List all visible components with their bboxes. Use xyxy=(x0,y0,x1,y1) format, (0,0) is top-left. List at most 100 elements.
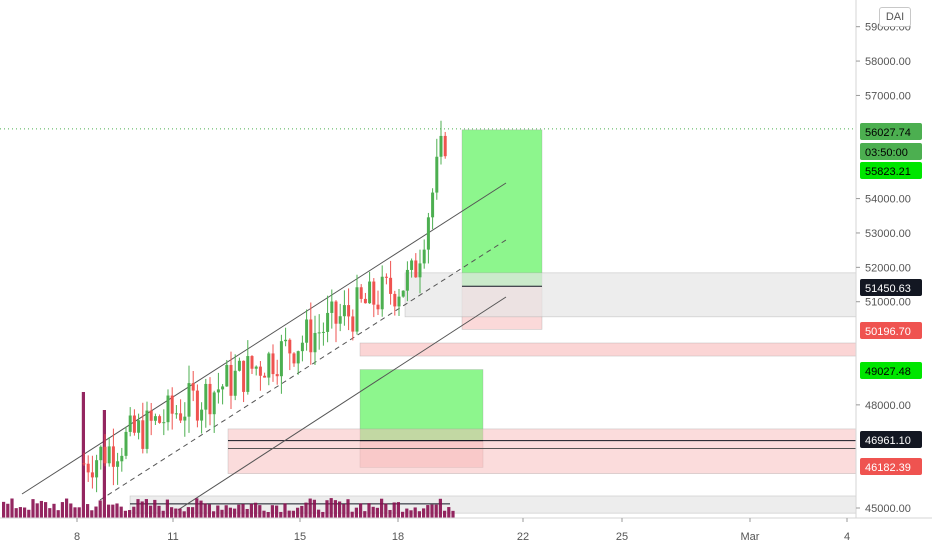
volume-bar xyxy=(207,504,211,518)
candle-body xyxy=(254,366,258,369)
price-tick-label: 53000.00 xyxy=(865,228,911,240)
volume-bar xyxy=(60,502,64,518)
price-label-box xyxy=(860,162,922,179)
time-tick-label: 11 xyxy=(167,531,178,543)
volume-bar xyxy=(69,503,73,518)
time-tick-label: Mar xyxy=(741,531,760,543)
candle-body xyxy=(229,364,233,396)
candle-body xyxy=(279,341,283,377)
candle-body xyxy=(111,446,115,467)
candle-body xyxy=(99,446,103,461)
candle-body xyxy=(174,413,178,415)
candle-body xyxy=(246,356,250,392)
candle-body xyxy=(128,415,132,432)
candle-body xyxy=(162,422,166,424)
candle-body xyxy=(233,370,237,396)
volume-bar xyxy=(451,510,455,518)
candle-body xyxy=(221,386,225,390)
candle-body xyxy=(145,410,149,449)
candle-body xyxy=(342,305,346,317)
volume-bar xyxy=(321,511,325,518)
candle-body xyxy=(288,339,292,354)
candle-body xyxy=(422,249,426,264)
volume-bar xyxy=(212,511,216,518)
volume-bar xyxy=(161,510,165,518)
volume-bar xyxy=(52,503,56,518)
volume-bar xyxy=(195,498,199,518)
candle-body xyxy=(426,217,430,250)
volume-bar xyxy=(359,503,363,518)
volume-bar xyxy=(140,501,144,518)
volume-bar xyxy=(165,499,169,518)
volume-bar xyxy=(417,511,421,518)
volume-bar xyxy=(405,508,409,518)
candle-body xyxy=(439,135,443,157)
candle-body xyxy=(317,332,321,334)
candle-body xyxy=(363,298,367,304)
volume-bar xyxy=(157,505,161,518)
volume-bar xyxy=(98,500,102,518)
candle-body xyxy=(242,360,246,392)
volume-bar xyxy=(224,505,228,518)
price-tick-label: 45000.00 xyxy=(865,503,911,515)
candle-body xyxy=(401,290,405,297)
price-label-text: 51450.63 xyxy=(865,283,911,295)
volume-bar xyxy=(375,507,379,518)
volume-bar xyxy=(10,498,14,518)
volume-bar xyxy=(430,504,434,518)
volume-bar xyxy=(119,506,123,518)
volume-bar xyxy=(123,510,127,518)
candle-body xyxy=(418,263,422,278)
volume-bar xyxy=(27,509,31,518)
volume-bar xyxy=(199,500,203,518)
volume-bar xyxy=(317,509,321,518)
volume-bar xyxy=(342,504,346,518)
volume-bar xyxy=(384,503,388,518)
volume-bar xyxy=(39,500,43,518)
price-tick-label: 52000.00 xyxy=(865,262,911,274)
volume-bar xyxy=(287,510,291,518)
volume-bar xyxy=(77,507,81,518)
price-tick-label: 58000.00 xyxy=(865,56,911,68)
volume-bar xyxy=(283,503,287,518)
volume-bar xyxy=(279,511,283,518)
volume-bar xyxy=(186,507,190,518)
volume-bar xyxy=(392,502,396,518)
zone-rectangle xyxy=(227,428,857,474)
volume-bar xyxy=(308,498,312,518)
volume-bar xyxy=(233,508,237,518)
candle-body xyxy=(120,455,124,462)
volume-bar xyxy=(56,510,60,518)
volume-bar xyxy=(86,504,90,518)
volume-bar xyxy=(144,499,148,518)
volume-bar xyxy=(266,511,270,518)
volume-bar xyxy=(153,499,157,518)
candle-body xyxy=(347,305,351,317)
volume-bar xyxy=(31,499,35,518)
price-label-box xyxy=(860,322,922,339)
time-tick-label: 15 xyxy=(294,531,306,543)
candle-body xyxy=(313,332,317,353)
candle-body xyxy=(212,392,216,415)
symbol-badge[interactable]: DAI xyxy=(879,7,911,27)
volume-bar xyxy=(312,499,316,518)
volume-bar xyxy=(396,502,400,518)
volume-bar xyxy=(14,508,18,518)
candle-body xyxy=(237,360,241,371)
candle-body xyxy=(271,353,275,375)
candle-body xyxy=(158,416,162,423)
candle-body xyxy=(368,281,372,304)
price-label-text: 46182.39 xyxy=(865,462,911,474)
volume-bar xyxy=(191,507,195,518)
candle-body xyxy=(179,413,183,421)
volume-bar xyxy=(174,508,178,518)
volume-bar xyxy=(275,505,279,518)
time-tick-label: 22 xyxy=(517,531,529,543)
candle-body xyxy=(86,463,90,473)
volume-bar xyxy=(182,511,186,518)
price-label-text: 55823.21 xyxy=(865,166,911,178)
volume-bar xyxy=(18,507,22,518)
volume-bar xyxy=(447,507,451,518)
